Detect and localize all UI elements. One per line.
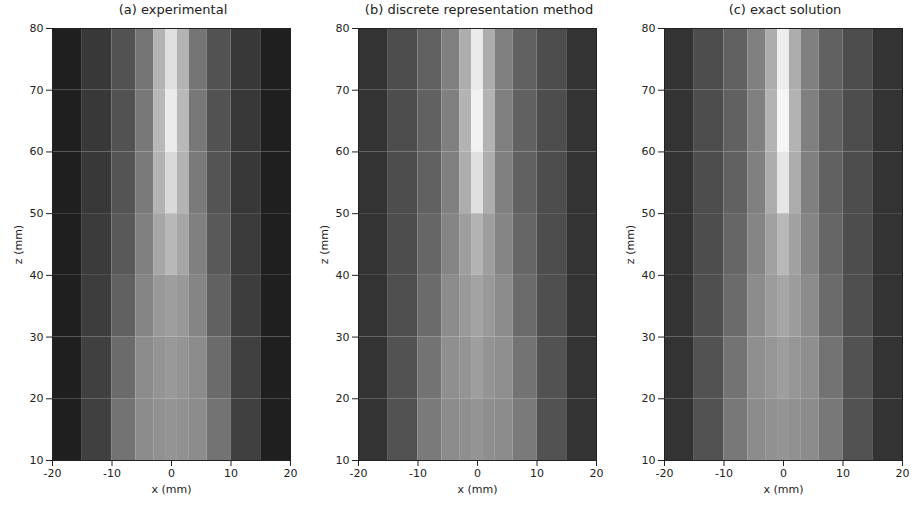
svg-text:20: 20	[642, 392, 656, 405]
svg-text:-10: -10	[715, 467, 733, 480]
svg-text:x (mm): x (mm)	[151, 483, 191, 496]
svg-text:z (mm): z (mm)	[12, 225, 25, 264]
svg-text:0: 0	[168, 467, 175, 480]
svg-text:40: 40	[642, 269, 656, 282]
svg-text:80: 80	[336, 22, 350, 35]
svg-text:70: 70	[642, 84, 656, 97]
svg-text:20: 20	[284, 467, 298, 480]
svg-text:60: 60	[30, 145, 44, 158]
svg-text:50: 50	[30, 207, 44, 220]
html-text:(c) exact solution: (c) exact solution	[728, 2, 842, 17]
svg-text:80: 80	[642, 22, 656, 35]
svg-text:10: 10	[336, 454, 350, 467]
svg-text:0: 0	[474, 467, 481, 480]
svg-text:30: 30	[336, 331, 350, 344]
svg-text:0: 0	[780, 467, 787, 480]
svg-text:x (mm): x (mm)	[763, 483, 803, 496]
svg-text:z (mm): z (mm)	[318, 225, 331, 264]
svg-text:10: 10	[30, 454, 44, 467]
svg-text:-10: -10	[409, 467, 427, 480]
svg-text:20: 20	[590, 467, 604, 480]
svg-text:x (mm): x (mm)	[457, 483, 497, 496]
svg-text:20: 20	[896, 467, 910, 480]
svg-text:20: 20	[30, 392, 44, 405]
svg-text:60: 60	[336, 145, 350, 158]
svg-text:-10: -10	[103, 467, 121, 480]
svg-text:-20: -20	[350, 467, 368, 480]
svg-text:70: 70	[336, 84, 350, 97]
svg-text:10: 10	[224, 467, 238, 480]
svg-text:-20: -20	[44, 467, 62, 480]
svg-text:20: 20	[336, 392, 350, 405]
svg-text:30: 30	[30, 331, 44, 344]
svg-text:10: 10	[642, 454, 656, 467]
svg-text:30: 30	[642, 331, 656, 344]
svg-text:80: 80	[30, 22, 44, 35]
html-text:(a) experimental: (a) experimental	[118, 2, 228, 17]
svg-text:70: 70	[30, 84, 44, 97]
svg-text:-20: -20	[656, 467, 674, 480]
svg-text:40: 40	[30, 269, 44, 282]
svg-text:60: 60	[642, 145, 656, 158]
svg-text:50: 50	[336, 207, 350, 220]
html-text:(b) discrete representation me: (b) discrete representation method	[364, 2, 594, 17]
svg-text:10: 10	[836, 467, 850, 480]
svg-text:40: 40	[336, 269, 350, 282]
svg-text:10: 10	[530, 467, 544, 480]
svg-text:50: 50	[642, 207, 656, 220]
svg-text:z (mm): z (mm)	[624, 225, 637, 264]
